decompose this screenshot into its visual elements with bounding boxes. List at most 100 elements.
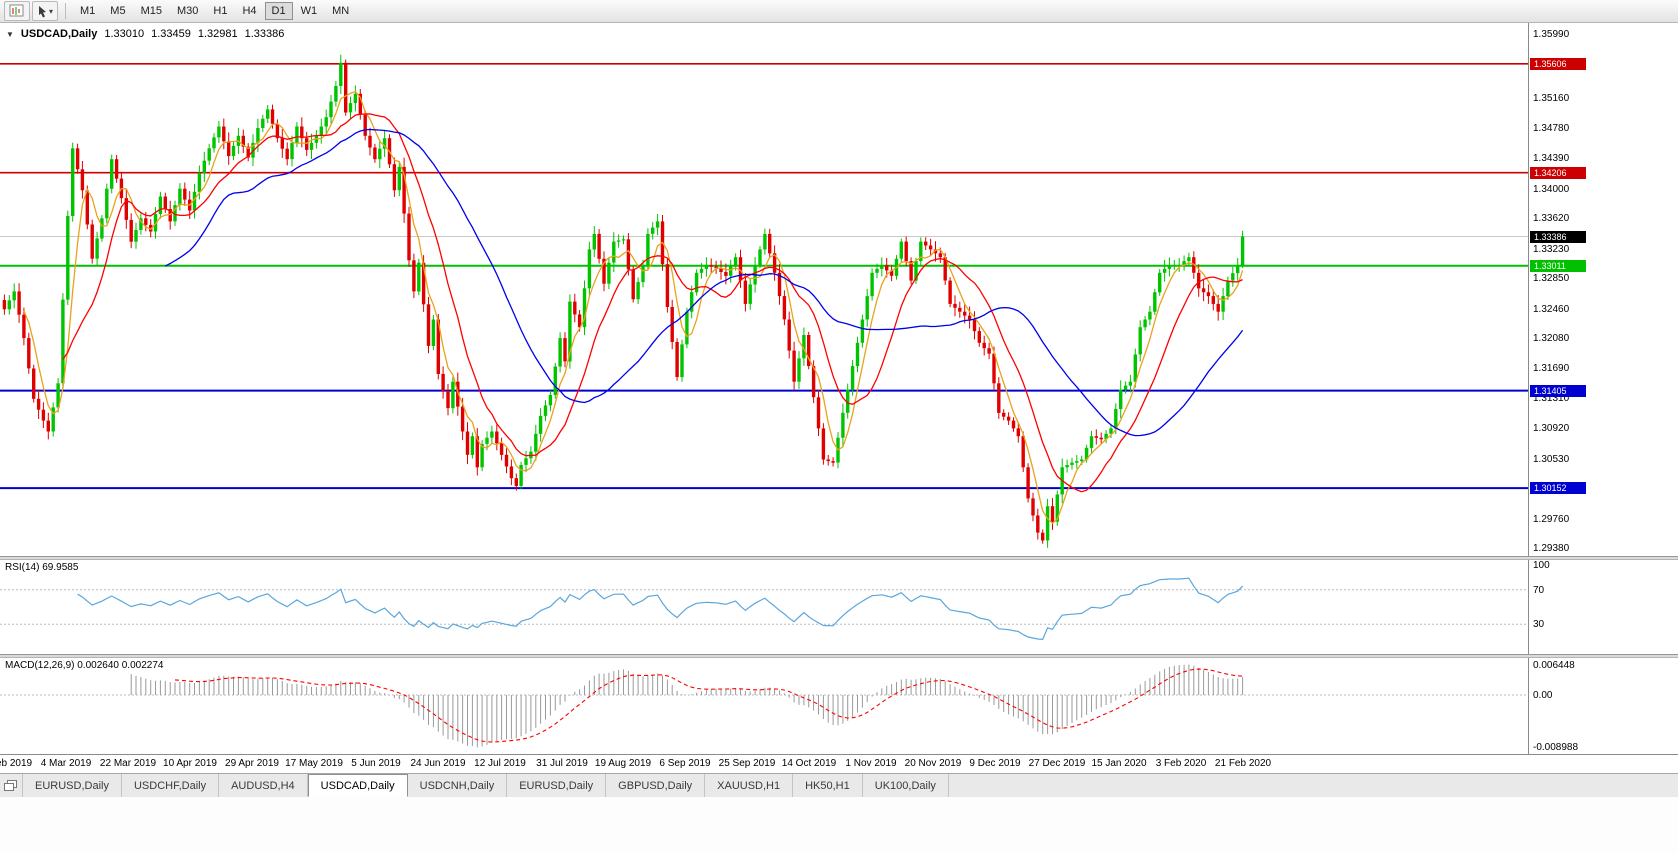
candlestick-chart[interactable] xyxy=(0,23,1528,556)
timeframe-button-m1[interactable]: M1 xyxy=(73,2,102,20)
chart-tab-eurusd-daily[interactable]: EURUSD,Daily xyxy=(507,774,607,797)
price-tick: 1.31310 xyxy=(1533,393,1570,405)
price-tick: 70 xyxy=(1533,584,1545,596)
date-label: 22 Mar 2019 xyxy=(99,758,157,769)
chart-icon xyxy=(9,4,24,17)
price-tick: 1.32850 xyxy=(1533,273,1570,285)
price-tick: 1.35160 xyxy=(1533,93,1570,105)
chart-tab-gbpusd-daily[interactable]: GBPUSD,Daily xyxy=(606,774,706,797)
price-tick: 1.30920 xyxy=(1533,423,1570,435)
price-tick: 1.34390 xyxy=(1533,153,1570,165)
chart-tab-audusd-h4[interactable]: AUDUSD,H4 xyxy=(219,774,308,797)
date-label: 15 Jan 2020 xyxy=(1091,758,1147,769)
price-tick: -0.008988 xyxy=(1533,742,1579,753)
date-label: 19 Aug 2019 xyxy=(594,758,652,769)
rsi-plot[interactable] xyxy=(0,560,1528,654)
time-axis[interactable]: 13 Feb 2019 4 Mar 2019 22 Mar 2019 10 Apr 2… xyxy=(0,754,1678,773)
chart-tab-usdcnh-daily[interactable]: USDCNH,Daily xyxy=(408,774,508,797)
price-tick: 1.33230 xyxy=(1533,243,1570,255)
toolbar-separator xyxy=(65,3,66,19)
chart-tab-eurusd-daily[interactable]: EURUSD,Daily xyxy=(23,774,122,797)
support-line-blue-2-price-tag: 1.30152 xyxy=(1530,482,1586,495)
window-list-icon[interactable] xyxy=(0,774,23,797)
chart-tabs: EURUSD,Daily USDCHF,Daily AUDUSD,H4 USDCAD,… xyxy=(23,774,949,797)
quote-symbol-period: USDCAD,Daily xyxy=(20,28,98,40)
chart-type-button[interactable] xyxy=(4,1,30,21)
macd-histogram xyxy=(130,664,1244,748)
date-label: 25 Sep 2019 xyxy=(718,758,776,769)
date-label: 24 Jun 2019 xyxy=(410,758,466,769)
date-label: 21 Feb 2020 xyxy=(1214,758,1272,769)
date-label: 6 Sep 2019 xyxy=(659,758,711,769)
main-chart-panel: ▼ USDCAD,Daily 1.33010 1.33459 1.32981 1… xyxy=(0,23,1678,556)
price-tick: 1.29760 xyxy=(1533,513,1570,525)
timeframe-button-m5[interactable]: M5 xyxy=(103,2,132,20)
price-axis[interactable]: 1.35990 1.35160 1.34780 1.34390 1.34000 1.336… xyxy=(1528,23,1678,556)
price-tick: 1.33620 xyxy=(1533,213,1570,225)
ma-fast-orange[interactable] xyxy=(23,90,1244,525)
dropdown-caret-icon: ▾ xyxy=(48,6,53,16)
date-label: 29 Apr 2019 xyxy=(225,758,279,769)
price-tick: 30 xyxy=(1533,619,1545,631)
horizontal-level-lines[interactable] xyxy=(0,62,1528,490)
chart-tab-xauusd-h1[interactable]: XAUUSD,H1 xyxy=(705,774,794,797)
timeframe-button-w1[interactable]: W1 xyxy=(294,2,325,20)
date-label: 3 Feb 2020 xyxy=(1155,758,1207,769)
resistance-line-2-price-tag: 1.34206 xyxy=(1530,166,1586,179)
price-tick: 1.32460 xyxy=(1533,303,1570,315)
chart-tab-usdchf-daily[interactable]: USDCHF,Daily xyxy=(122,774,220,797)
date-label: 27 Dec 2019 xyxy=(1028,758,1086,769)
price-tick: 0.00 xyxy=(1533,689,1553,701)
timeframe-button-m30[interactable]: M30 xyxy=(170,2,205,20)
date-label: 5 Jun 2019 xyxy=(351,758,401,769)
timeframe-button-h4[interactable]: H4 xyxy=(235,2,263,20)
rsi-label: RSI(14) 69.9585 xyxy=(5,562,79,573)
chart-tab-uk100-daily[interactable]: UK100,Daily xyxy=(863,774,949,797)
macd-label: MACD(12,26,9) 0.002640 0.002274 xyxy=(5,660,164,671)
status-area xyxy=(0,797,1678,853)
quote-close: 1.33386 xyxy=(244,28,285,40)
macd-axis[interactable]: 0.006448 0.00 -0.008988 xyxy=(1528,658,1678,754)
date-label: 10 Apr 2019 xyxy=(163,758,217,769)
top-toolbar: ▾ M1 M5 M15 M30 H1 H4 D1 W1 MN xyxy=(0,0,1678,23)
date-label: 17 May 2019 xyxy=(285,758,343,769)
support-line-green-price-tag: 1.33011 xyxy=(1530,259,1586,272)
macd-plot[interactable] xyxy=(0,658,1528,754)
price-tick: 1.35990 xyxy=(1533,28,1570,40)
timeframe-button-m15[interactable]: M15 xyxy=(134,2,169,20)
date-label: 31 Jul 2019 xyxy=(536,758,588,769)
timeframe-button-mn[interactable]: MN xyxy=(325,2,356,20)
symbol-dropdown-icon[interactable]: ▼ xyxy=(6,29,14,39)
candles-layer[interactable] xyxy=(2,54,1245,548)
rsi-line[interactable] xyxy=(77,577,1244,641)
chart-tab-hk50-h1[interactable]: HK50,H1 xyxy=(793,774,863,797)
date-label: 13 Feb 2019 xyxy=(0,758,33,769)
price-tick: 1.30530 xyxy=(1533,453,1570,465)
date-label: 4 Mar 2019 xyxy=(40,758,92,769)
timeframe-button-group: M1 M5 M15 M30 H1 H4 D1 W1 MN xyxy=(73,2,356,20)
timeframe-button-d1[interactable]: D1 xyxy=(264,2,293,20)
quote-low: 1.32981 xyxy=(197,28,238,40)
rsi-axis[interactable]: 100 70 30 xyxy=(1528,560,1678,654)
macd-panel: MACD(12,26,9) 0.002640 0.002274 0.006448… xyxy=(0,658,1678,754)
price-tick: 1.32080 xyxy=(1533,333,1570,345)
price-tick: 1.34000 xyxy=(1533,183,1570,195)
rsi-panel: RSI(14) 69.9585 100 70 30 xyxy=(0,560,1678,654)
ma-slow-blue[interactable] xyxy=(164,128,1244,437)
ma-mid-red[interactable] xyxy=(62,113,1243,493)
chart-quote-overlay: ▼ USDCAD,Daily 1.33010 1.33459 1.32981 1… xyxy=(6,28,284,40)
macd-signal-line[interactable] xyxy=(174,668,1243,743)
price-tick: 100 xyxy=(1533,560,1550,571)
panel-splitter[interactable] xyxy=(0,654,1678,658)
chart-tab-usdcad-daily[interactable]: USDCAD,Daily xyxy=(307,774,408,797)
timeframe-button-h1[interactable]: H1 xyxy=(206,2,234,20)
current-price-tag: 1.33386 xyxy=(1530,230,1586,243)
cursor-tool-button[interactable]: ▾ xyxy=(32,1,58,21)
date-label: 9 Dec 2019 xyxy=(969,758,1021,769)
quote-high: 1.33459 xyxy=(151,28,191,40)
support-line-blue-1-price-tag: 1.31405 xyxy=(1530,384,1586,397)
cursor-icon xyxy=(38,5,46,17)
stacked-windows-icon xyxy=(4,779,17,791)
panel-splitter[interactable] xyxy=(0,556,1678,560)
